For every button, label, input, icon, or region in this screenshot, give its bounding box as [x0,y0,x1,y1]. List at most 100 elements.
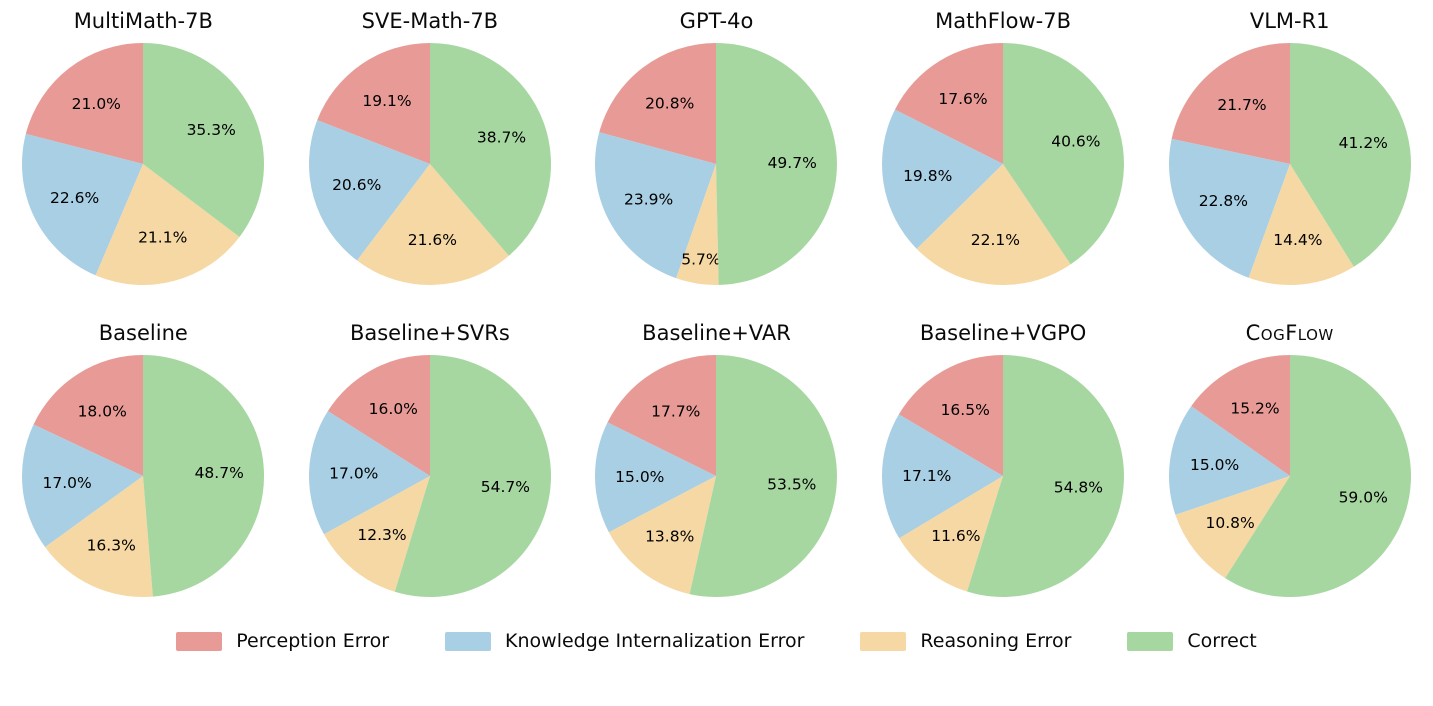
pie-slice-perception-error [607,355,717,476]
pie-slice-label: 22.6% [50,189,99,207]
pie-chart-baseline-var: Baseline+VAR 17.7% 15.0% 13.8% 53.5% [573,318,860,604]
pie-slice-label: 20.6% [332,176,381,194]
pie-slice-reasoning-error [323,476,430,592]
pie-slice-reasoning-error [676,164,720,285]
legend-item-knowledge-internalization-error: Knowledge Internalization Error [445,630,804,652]
pie-title: VLM-R1 [1249,9,1330,33]
pie-title: GPT-4o [679,9,754,33]
pie-svg: 21.7% 22.8% 14.4% 41.2% [1168,42,1411,286]
pie-chart-sve-math-7b: SVE-Math-7B 19.1% 20.6% 21.6% 38.7% [287,6,574,292]
pie-title: Baseline+VGPO [919,321,1087,345]
pie-title: Baseline [98,321,188,345]
pie-chart-multimath-7b: MultiMath-7B 21.0% 22.6% 21.1% 35.3% [0,6,287,292]
pie-slice-reasoning-error [609,476,717,595]
legend-item-reasoning-error: Reasoning Error [860,630,1071,652]
pie-slice-perception-error [33,355,144,476]
pie-svg: 19.1% 20.6% 21.6% 38.7% [308,43,551,285]
pie-title: SVE-Math-7B [361,9,499,33]
pie-slice-reasoning-error [916,164,1071,286]
pie-slice-reasoning-error [1175,476,1290,579]
pie-slice-correct [1289,42,1411,267]
pie-chart-baseline-vgpo: Baseline+VGPO 16.5% 17.1% 11.6% 54.8% [860,318,1147,604]
legend-item-correct: Correct [1127,630,1257,652]
pie-slice-label: 48.7% [195,464,244,482]
pie-svg: 16.5% 17.1% 11.6% 54.8% [882,355,1125,597]
pie-chart-mathflow-7b: MathFlow-7B 17.6% 19.8% 22.1% 40.6% [860,6,1147,292]
pie-slice-knowledge-internalization-error [1168,406,1290,515]
pie-slice-label: 17.0% [43,474,92,492]
pie-slice-correct [967,355,1125,597]
pie-slice-label: 10.8% [1205,514,1254,532]
pie-slice-label: 38.7% [477,129,526,147]
pie-slice-label: 22.8% [1198,192,1247,210]
pie-slice-reasoning-error [356,164,509,285]
pie-slice-knowledge-internalization-error [22,133,144,276]
pie-slice-label: 41.2% [1338,134,1387,152]
pie-slice-reasoning-error [899,476,1004,592]
pie-slice-label: 21.1% [138,229,187,247]
pie-slice-label: 21.7% [1217,96,1266,114]
pie-slice-knowledge-internalization-error [595,132,717,279]
pie-slice-label: 49.7% [768,154,817,172]
legend-swatch-knowledge-internalization-error [445,631,492,651]
pie-slice-label: 14.4% [1273,231,1322,249]
pie-slice-knowledge-internalization-error [1168,138,1290,278]
pie-slice-label: 15.2% [1230,399,1279,417]
pie-slice-label: 17.7% [652,402,701,420]
pie-slice-label: 15.0% [1190,456,1239,474]
legend-swatch-reasoning-error [860,631,907,651]
pie-slice-perception-error [1190,355,1290,476]
pie-slice-correct [143,43,265,237]
pie-slice-correct [429,43,551,256]
pie-slice-perception-error [599,43,717,164]
legend-item-perception-error: Perception Error [176,630,389,652]
pie-title: MultiMath-7B [73,9,213,33]
pie-slice-label: 17.6% [938,90,987,108]
pie-title: Baseline+VAR [642,321,791,345]
pie-slice-correct [394,355,551,597]
pie-slice-label: 16.3% [87,536,136,554]
pie-svg: 18.0% 17.0% 16.3% 48.7% [22,355,265,598]
pie-chart-vlm-r1: VLM-R1 21.7% 22.8% 14.4% 41.2% [1146,6,1433,292]
legend-label-correct: Correct [1187,630,1257,652]
pie-slice-label: 12.3% [357,526,406,544]
pie-title: CogFlow [1245,321,1334,345]
pie-slice-label: 19.1% [362,92,411,110]
pie-slice-label: 16.0% [369,400,418,418]
pie-slice-label: 18.0% [78,403,127,421]
pie-slice-reasoning-error [1248,164,1354,286]
pie-slice-label: 21.0% [72,95,121,113]
pie-slice-label: 40.6% [1051,133,1100,151]
pie-slice-label: 23.9% [624,191,673,209]
pie-slice-correct [143,355,265,597]
legend-swatch-perception-error [176,631,223,651]
pie-slice-correct [716,43,838,285]
pie-svg: 15.2% 15.0% 10.8% 59.0% [1168,355,1411,597]
pie-slice-perception-error [898,355,1004,476]
pie-slice-label: 13.8% [646,528,695,546]
pie-grid-figure: MultiMath-7B 21.0% 22.6% 21.1% 35.3% SVE-Math… [0,6,1433,652]
legend-swatch-correct [1127,631,1174,651]
pie-slice-correct [690,355,838,597]
pie-chart-gpt-4o: GPT-4o 20.8% 23.9% 5.7% 49.7% [573,6,860,292]
pie-slice-reasoning-error [45,476,154,598]
pie-slice-correct [1224,355,1411,597]
pie-slice-label: 11.6% [931,527,980,545]
pie-slice-label: 16.5% [941,401,990,419]
pie-slice-label: 21.6% [408,231,457,249]
pie-slice-label: 54.8% [1054,479,1103,497]
pie-slice-label: 35.3% [187,121,236,139]
pie-slice-label: 5.7% [682,251,721,269]
pie-slice-reasoning-error [95,164,240,286]
pie-svg: 21.0% 22.6% 21.1% 35.3% [22,43,265,286]
pie-slice-perception-error [1171,43,1290,164]
pie-slice-knowledge-internalization-error [882,109,1004,249]
pie-slice-perception-error [895,43,1004,164]
pie-slice-label: 17.1% [902,467,951,485]
pie-slice-label: 17.0% [329,465,378,483]
pie-slice-label: 59.0% [1338,488,1387,506]
pie-chart-cogflow: CogFlow 15.2% 15.0% 10.8% 59.0% [1146,318,1433,604]
pie-row-top: MultiMath-7B 21.0% 22.6% 21.1% 35.3% SVE-Math… [0,6,1433,292]
pie-slice-label: 53.5% [768,475,817,493]
pie-slice-perception-error [317,43,430,164]
